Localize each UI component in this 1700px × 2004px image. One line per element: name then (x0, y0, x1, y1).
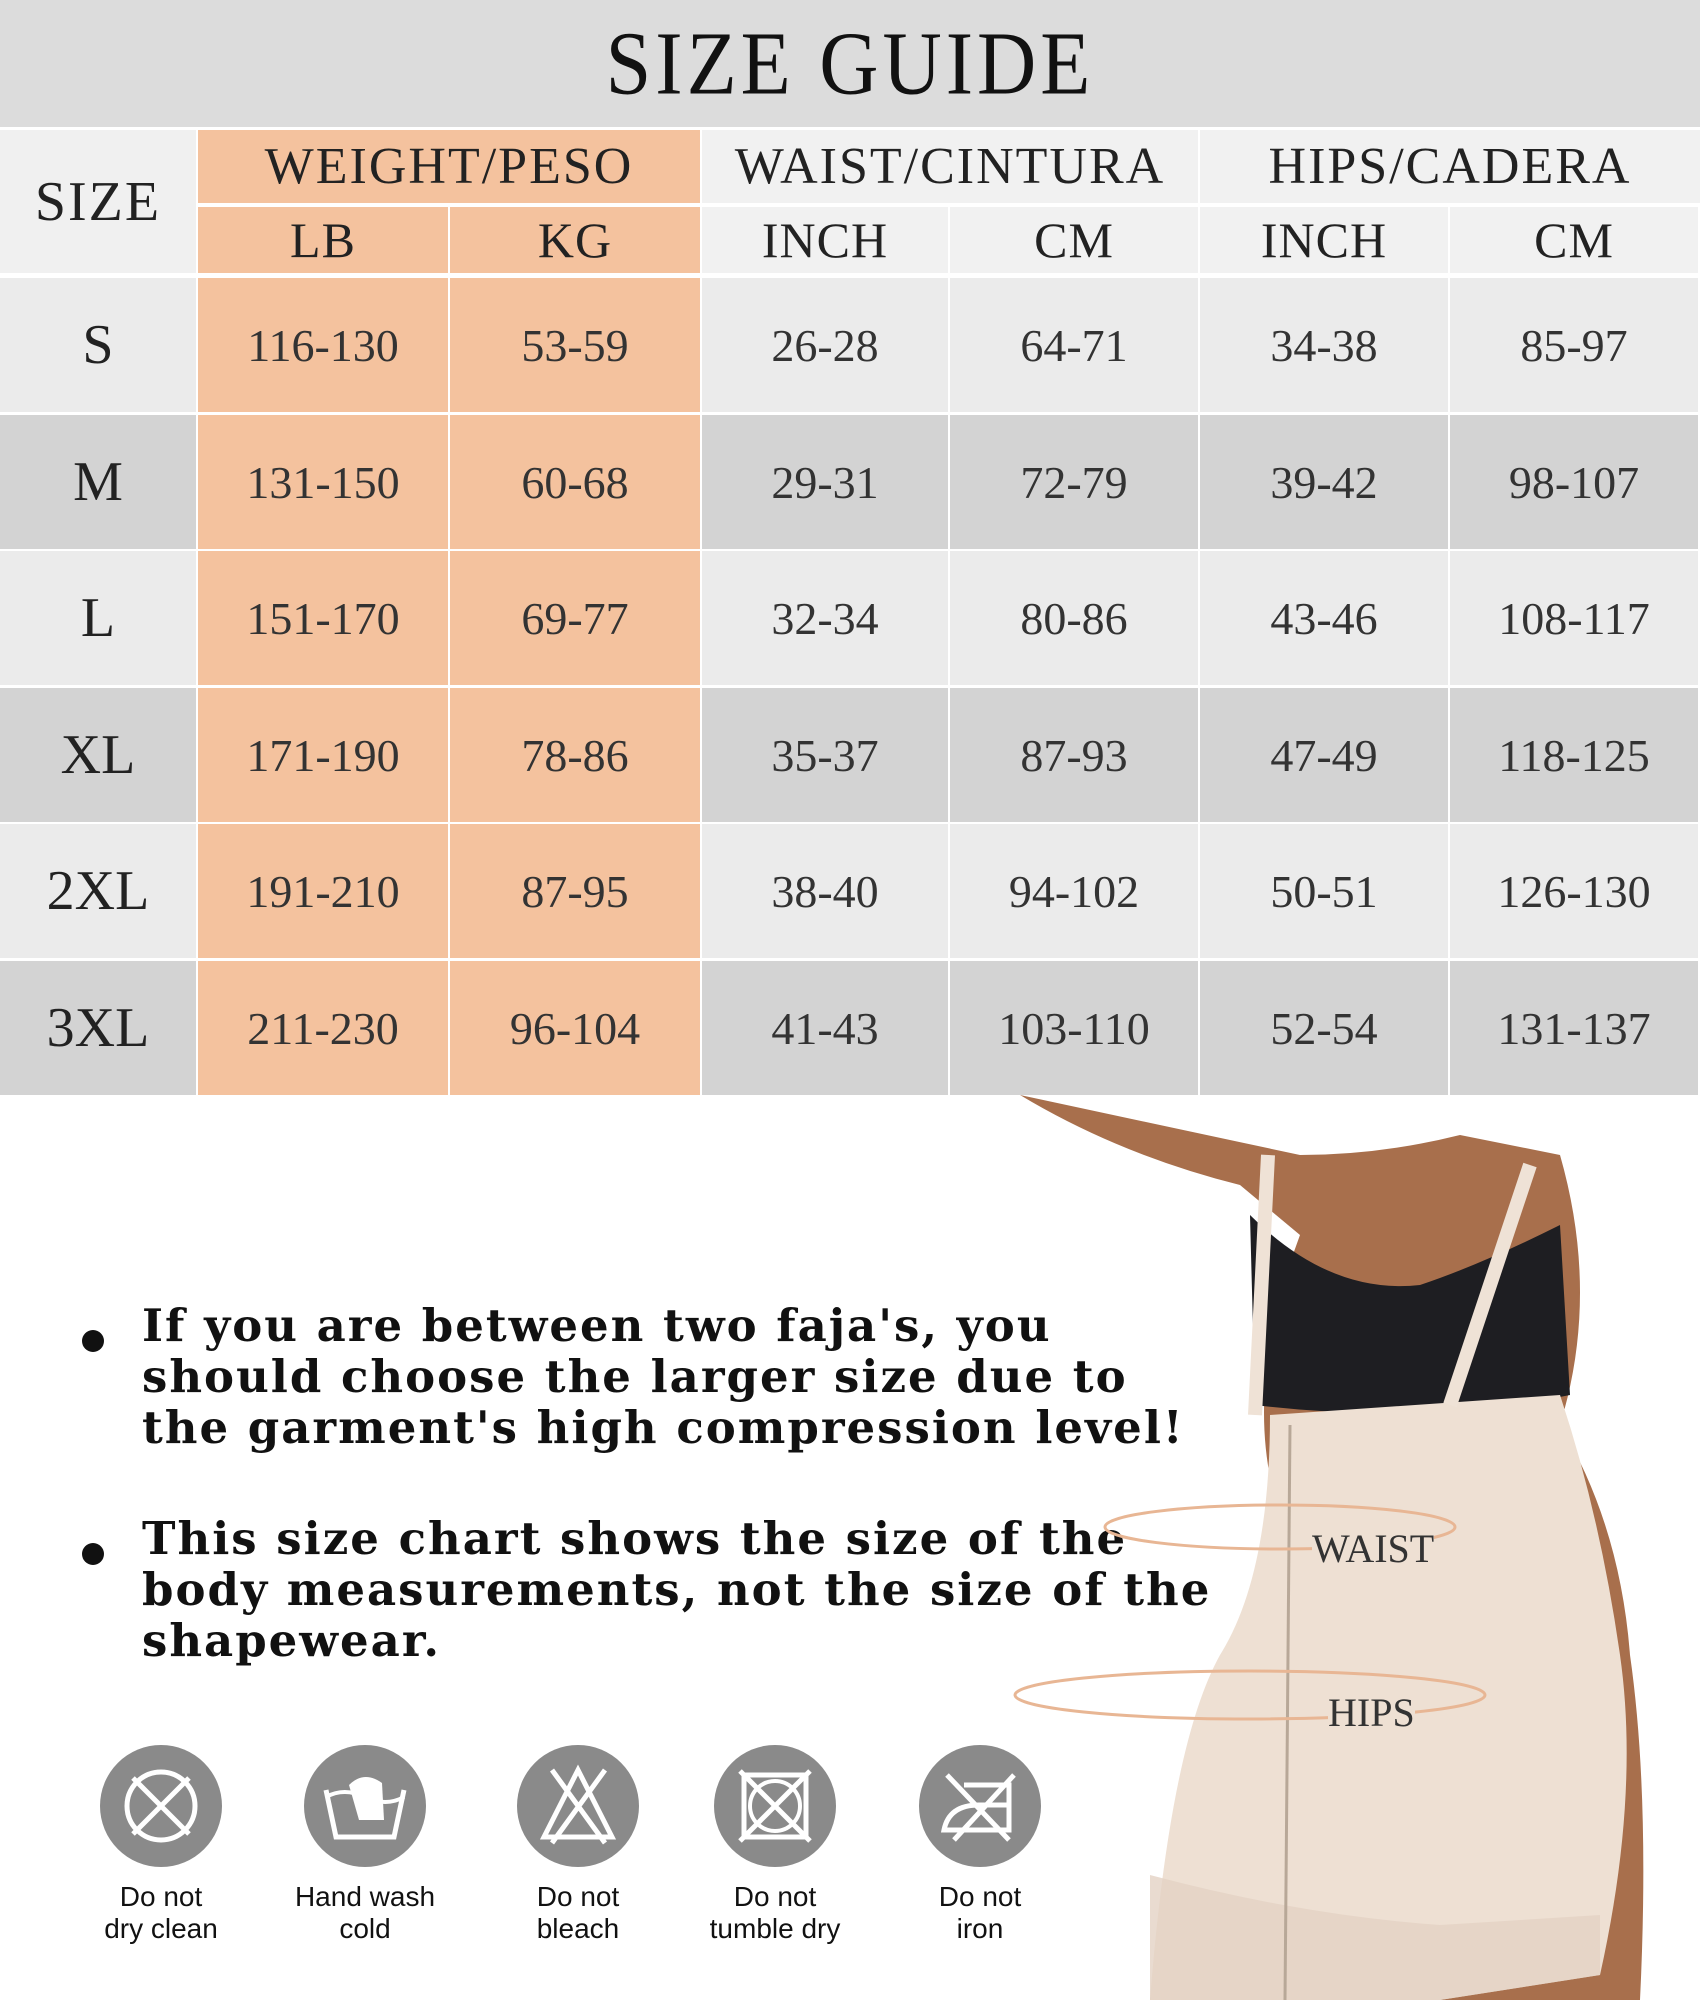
care-label: Do not dry clean (66, 1881, 256, 1945)
value-cell: 96-104 (450, 961, 700, 1095)
care-label-line2: iron (956, 1913, 1004, 1944)
size-cell: S (0, 278, 196, 412)
value-cell: 108-117 (1450, 551, 1698, 685)
model-photo: WAIST HIPS (1000, 1095, 1700, 2001)
care-label-line2: cold (339, 1913, 391, 1944)
value-cell: 94-102 (950, 824, 1198, 958)
weight-header: WEIGHT/PESO (198, 130, 700, 203)
value-cell: 52-54 (1200, 961, 1448, 1095)
care-label-line2: tumble dry (709, 1913, 841, 1944)
care-label-line2: bleach (536, 1913, 620, 1944)
notes: If you are between two faja's, you shoul… (80, 1300, 1220, 1726)
note-item: If you are between two faja's, you shoul… (80, 1300, 1220, 1453)
value-cell: 211-230 (198, 961, 448, 1095)
value-cell: 87-93 (950, 688, 1198, 822)
value-cell: 39-42 (1200, 415, 1448, 549)
do-not-tumble-dry-icon (714, 1745, 836, 1867)
care-label-line1: Do not (536, 1881, 620, 1912)
unit-header: INCH (1200, 207, 1448, 273)
unit-header: INCH (702, 207, 948, 273)
value-cell: 151-170 (198, 551, 448, 685)
value-cell: 87-95 (450, 824, 700, 958)
page-title: SIZE GUIDE (605, 12, 1095, 113)
value-cell: 191-210 (198, 824, 448, 958)
care-item: Do not tumble dry (680, 1745, 870, 1945)
value-cell: 41-43 (702, 961, 948, 1095)
waist-label: WAIST (1312, 1525, 1435, 1572)
value-cell: 118-125 (1450, 688, 1698, 822)
value-cell: 98-107 (1450, 415, 1698, 549)
value-cell: 35-37 (702, 688, 948, 822)
care-label-line1: Do not (119, 1881, 203, 1912)
unit-header: CM (1450, 207, 1698, 273)
value-cell: 50-51 (1200, 824, 1448, 958)
care-label-line2: dry clean (104, 1913, 218, 1944)
value-cell: 29-31 (702, 415, 948, 549)
unit-header: LB (198, 207, 448, 273)
hips-label: HIPS (1328, 1689, 1415, 1736)
size-header: SIZE (0, 130, 196, 273)
size-cell: 2XL (0, 824, 196, 958)
do-not-iron-icon (919, 1745, 1041, 1867)
care-item: Do not iron (885, 1745, 1075, 1945)
value-cell: 103-110 (950, 961, 1198, 1095)
care-label-line1: Do not (938, 1881, 1022, 1912)
value-cell: 47-49 (1200, 688, 1448, 822)
care-label: Do not bleach (483, 1881, 673, 1945)
value-cell: 85-97 (1450, 278, 1698, 412)
value-cell: 72-79 (950, 415, 1198, 549)
title-band: SIZE GUIDE (0, 0, 1700, 127)
size-cell: M (0, 415, 196, 549)
value-cell: 32-34 (702, 551, 948, 685)
value-cell: 116-130 (198, 278, 448, 412)
note-item: This size chart shows the size of the bo… (80, 1513, 1220, 1666)
care-item: Do not bleach (483, 1745, 673, 1945)
unit-header: CM (950, 207, 1198, 273)
value-cell: 53-59 (450, 278, 700, 412)
size-cell: XL (0, 688, 196, 822)
unit-header: KG (450, 207, 700, 273)
value-cell: 69-77 (450, 551, 700, 685)
care-label: Do not tumble dry (680, 1881, 870, 1945)
value-cell: 34-38 (1200, 278, 1448, 412)
size-cell: 3XL (0, 961, 196, 1095)
do-not-bleach-icon (517, 1745, 639, 1867)
value-cell: 64-71 (950, 278, 1198, 412)
care-label-line1: Hand wash (294, 1881, 436, 1912)
size-cell: L (0, 551, 196, 685)
value-cell: 80-86 (950, 551, 1198, 685)
do-not-dry-clean-icon (100, 1745, 222, 1867)
value-cell: 131-137 (1450, 961, 1698, 1095)
value-cell: 26-28 (702, 278, 948, 412)
waist-header: WAIST/CINTURA (702, 130, 1198, 203)
care-item: Do not dry clean (66, 1745, 256, 1945)
care-label: Do not iron (885, 1881, 1075, 1945)
value-cell: 131-150 (198, 415, 448, 549)
value-cell: 171-190 (198, 688, 448, 822)
value-cell: 43-46 (1200, 551, 1448, 685)
care-label: Hand wash cold (270, 1881, 460, 1945)
care-item: Hand wash cold (270, 1745, 460, 1945)
value-cell: 60-68 (450, 415, 700, 549)
value-cell: 126-130 (1450, 824, 1698, 958)
value-cell: 38-40 (702, 824, 948, 958)
hand-wash-icon (304, 1745, 426, 1867)
hips-header: HIPS/CADERA (1200, 130, 1700, 203)
value-cell: 78-86 (450, 688, 700, 822)
care-label-line1: Do not (733, 1881, 817, 1912)
